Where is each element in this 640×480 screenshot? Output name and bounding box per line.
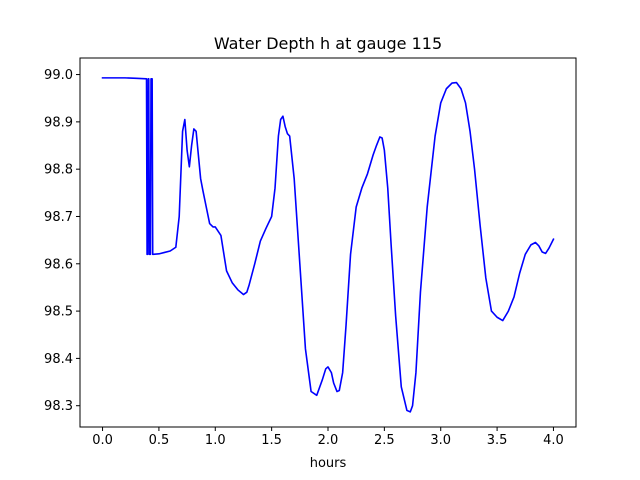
x-tick-label: 2.5 [374,433,395,448]
y-tick-label: 98.8 [44,163,73,178]
x-tick-label: 1.5 [261,433,282,448]
y-tick-label: 98.7 [44,210,73,225]
x-tick-label: 4.0 [543,433,564,448]
y-tick-label: 98.5 [44,305,73,320]
y-tick-label: 98.9 [44,115,73,130]
series-layer [101,77,555,413]
series-line-0 [101,77,555,413]
y-axis: 98.3 98.4 98.5 98.6 98.7 98.8 98.9 99.0 [44,68,80,414]
y-tick-label: 98.3 [44,399,73,414]
y-tick-label: 98.4 [44,352,73,367]
chart-title: Water Depth h at gauge 115 [214,34,442,53]
x-axis-label: hours [310,456,347,471]
x-tick-label: 3.5 [487,433,508,448]
x-tick-label: 1.0 [205,433,226,448]
x-axis: 0.0 0.5 1.0 1.5 2.0 2.5 3.0 3.5 4.0 [92,427,564,448]
x-tick-label: 2.0 [318,433,339,448]
x-tick-label: 0.0 [92,433,113,448]
x-tick-label: 3.0 [430,433,451,448]
y-tick-label: 98.6 [44,257,73,272]
y-tick-label: 99.0 [44,68,73,83]
x-tick-label: 0.5 [149,433,170,448]
